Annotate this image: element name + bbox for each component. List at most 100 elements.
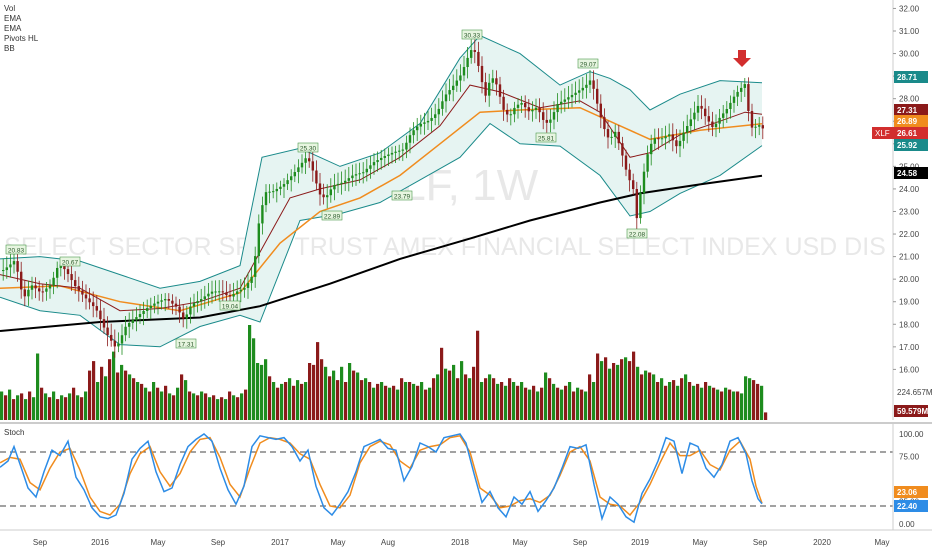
- volume-bar: [324, 366, 328, 420]
- volume-bar: [244, 389, 248, 420]
- candle-body: [286, 180, 289, 185]
- stoch-tag: 22.40: [897, 502, 918, 511]
- legend-item-vol[interactable]: Vol: [4, 4, 16, 13]
- candle-body: [41, 291, 44, 293]
- volume-bar: [432, 378, 436, 420]
- candle-body: [174, 303, 178, 307]
- candle-body: [588, 80, 592, 85]
- volume-bar: [512, 382, 516, 420]
- candle-body: [448, 90, 451, 95]
- legend-item-ema-1[interactable]: EMA: [4, 14, 22, 23]
- candle-body: [718, 117, 721, 124]
- volume-bar: [360, 380, 364, 420]
- candle-body: [441, 101, 444, 109]
- volume-bar: [508, 378, 512, 420]
- volume-bar: [464, 374, 468, 420]
- candle-body: [646, 154, 649, 172]
- price-tag: 28.71: [897, 73, 918, 82]
- candle-body: [164, 299, 167, 301]
- volume-bar: [176, 387, 180, 420]
- candle-body: [333, 185, 336, 190]
- candle-body: [293, 172, 296, 177]
- volume-bar: [552, 383, 556, 420]
- candle-body: [264, 192, 268, 206]
- candle-body: [459, 75, 462, 81]
- volume-bar: [148, 391, 152, 420]
- candle-body: [509, 114, 512, 116]
- candle-body: [261, 205, 264, 224]
- candle-body: [146, 308, 149, 311]
- candle-body: [747, 84, 750, 111]
- candle-body: [671, 134, 674, 141]
- volume-bar: [168, 393, 172, 420]
- volume-bar: [388, 387, 392, 420]
- volume-bar: [740, 393, 744, 420]
- volume-bar: [136, 382, 140, 420]
- candle-body: [750, 110, 754, 128]
- legend-item-ema-2[interactable]: EMA: [4, 24, 22, 33]
- candle-body: [531, 109, 534, 112]
- candle-body: [239, 289, 242, 292]
- candle-body: [542, 112, 545, 120]
- candle-body: [340, 182, 343, 184]
- candle-body: [383, 156, 386, 158]
- volume-bar: [488, 374, 492, 420]
- volume-bar: [180, 374, 184, 420]
- candle-body: [736, 91, 739, 97]
- volume-bar: [216, 399, 220, 420]
- volume-bar: [4, 395, 8, 420]
- candle-body: [668, 134, 671, 137]
- stoch-tick-label: 100.00: [899, 430, 924, 439]
- volume-bar: [764, 412, 768, 420]
- candle-body: [516, 104, 520, 108]
- candle-body: [376, 160, 379, 163]
- candle-body: [200, 299, 203, 302]
- candle-body: [185, 314, 188, 319]
- candle-body: [430, 117, 433, 121]
- legend-item-bb[interactable]: BB: [4, 44, 15, 53]
- volume-bar: [156, 387, 160, 420]
- legend-item-pivots[interactable]: Pivots HL: [4, 34, 39, 43]
- volume-bar: [640, 374, 644, 420]
- volume-bar: [124, 370, 128, 420]
- price-tag: 26.89: [897, 117, 918, 126]
- candle-body: [426, 120, 430, 123]
- candle-body: [520, 102, 523, 105]
- volume-bar: [224, 399, 228, 420]
- candle-body: [632, 180, 635, 190]
- pivot-label: 23.79: [394, 194, 411, 201]
- volume-bar: [208, 397, 212, 420]
- time-tick-label: May: [150, 538, 165, 547]
- time-tick-label: 2019: [631, 538, 649, 547]
- candle-body: [365, 168, 368, 173]
- volume-bar: [700, 387, 704, 420]
- volume-bar: [608, 368, 612, 420]
- volume-bar: [484, 378, 488, 420]
- candle-body: [347, 178, 350, 181]
- candle-body: [513, 107, 516, 115]
- candle-body: [700, 105, 703, 109]
- candle-body: [639, 193, 642, 219]
- volume-bar: [460, 361, 464, 420]
- volume-bar: [544, 372, 548, 420]
- volume-bar: [144, 387, 148, 420]
- volume-bar: [268, 376, 272, 420]
- price-tick-label: 19.00: [899, 298, 920, 307]
- volume-bar: [472, 366, 476, 420]
- candle-body: [48, 285, 52, 289]
- candle-body: [398, 150, 401, 152]
- candle-body: [444, 94, 448, 102]
- volume-bar: [412, 383, 416, 420]
- candle-body: [732, 96, 736, 103]
- candle-body: [495, 78, 498, 85]
- volume-bar: [604, 357, 608, 420]
- candle-body: [740, 87, 743, 92]
- candle-body: [228, 295, 232, 297]
- volume-bar: [560, 389, 564, 420]
- price-tag-prefix: XLF: [875, 129, 890, 138]
- candle-body: [30, 285, 34, 290]
- volume-bar: [424, 389, 428, 420]
- volume-bar: [644, 370, 648, 420]
- price-tag-box: [894, 104, 928, 116]
- volume-bar: [444, 368, 448, 420]
